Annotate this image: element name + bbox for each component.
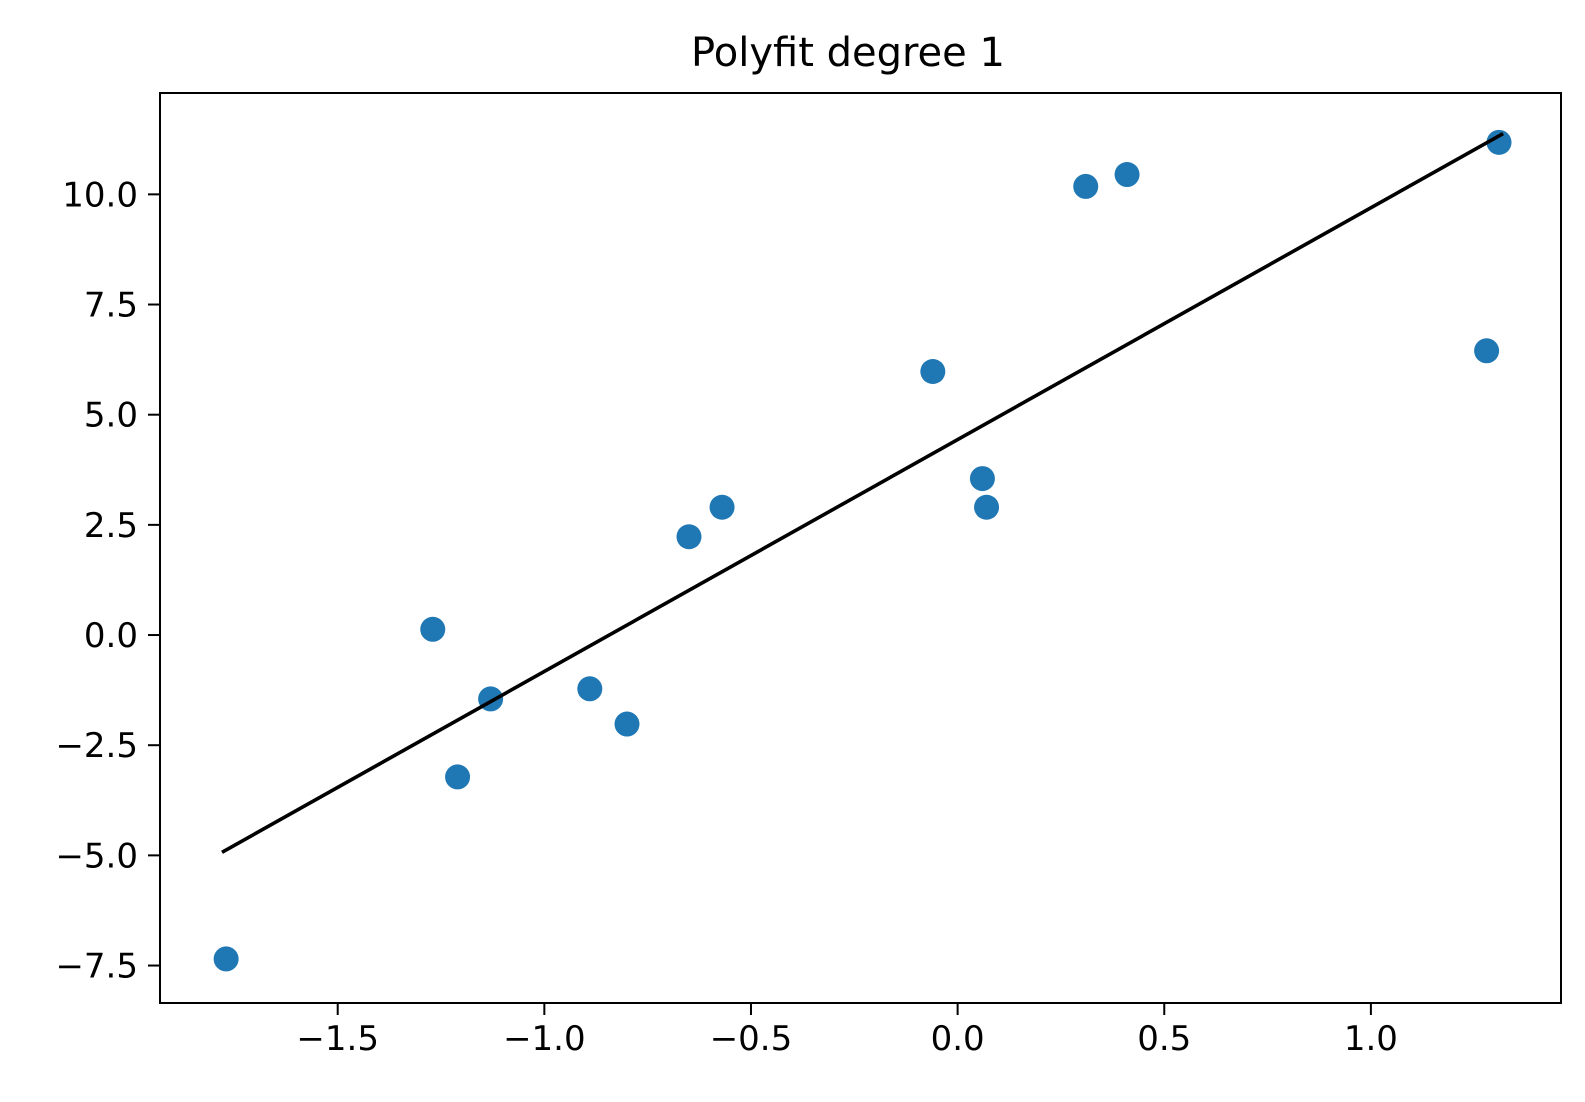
data-point-5	[614, 711, 640, 737]
y-tick-label-4: 2.5	[84, 506, 138, 546]
x-tick-label-4: 0.5	[1137, 1019, 1191, 1059]
chart-title: Polyfit degree 1	[691, 30, 1005, 76]
axes-frame	[159, 92, 1562, 1004]
data-point-7	[709, 494, 735, 520]
data-point-11	[1073, 173, 1099, 199]
y-tick-label-6: 7.5	[84, 286, 138, 326]
data-point-13	[1474, 338, 1500, 364]
x-tick-label-5: 1.0	[1344, 1019, 1398, 1059]
fit-line	[221, 131, 1505, 854]
plot-area: −1.5 −1.0 −0.5 0.0 0.5 1.0 −7.5 −5.0 −2.5 0.0 2.5 5…	[55, 92, 1562, 1059]
data-point-8	[920, 359, 946, 385]
data-point-9	[969, 466, 995, 492]
data-point-14	[1486, 129, 1512, 155]
data-point-12	[1114, 162, 1140, 188]
y-tick-label-3: 0.0	[84, 616, 138, 656]
y-tick-label-2: −2.5	[55, 726, 138, 766]
x-tick-label-1: −1.0	[503, 1019, 586, 1059]
data-point-4	[577, 676, 603, 702]
y-tick-label-7: 10.0	[62, 175, 138, 215]
y-tick-label-0: −7.5	[55, 947, 138, 987]
x-tick-label-0: −1.5	[296, 1019, 379, 1059]
data-point-1	[420, 616, 446, 642]
data-point-0	[213, 946, 239, 972]
data-point-6	[676, 524, 702, 550]
y-tick-label-5: 5.0	[84, 396, 138, 436]
x-tick-label-3: 0.0	[931, 1019, 985, 1059]
data-point-2	[445, 764, 471, 790]
x-tick-label-2: −0.5	[710, 1019, 793, 1059]
data-point-10	[974, 494, 1000, 520]
y-tick-label-1: −5.0	[55, 836, 138, 876]
